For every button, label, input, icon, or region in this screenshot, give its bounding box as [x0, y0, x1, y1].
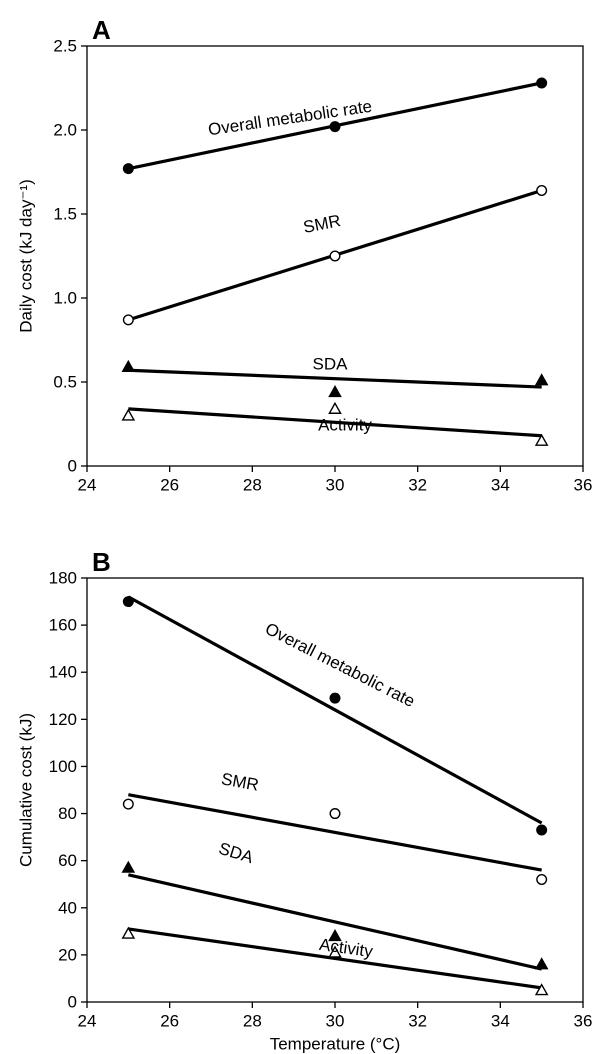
x-tick-label: 28 [243, 476, 262, 495]
sda-point [121, 359, 136, 372]
y-tick-label: 100 [49, 757, 77, 776]
activity-point [121, 926, 136, 939]
y-axis-title: Daily cost (kJ day⁻¹) [17, 179, 36, 333]
smr-point [536, 874, 548, 886]
y-tick-label: 140 [49, 663, 77, 682]
x-tick-label: 24 [78, 476, 97, 495]
x-tick-label: 26 [160, 1012, 179, 1031]
smr-point [329, 250, 341, 262]
y-tick-label: 80 [58, 804, 77, 823]
y-tick-label: 180 [49, 569, 77, 588]
activity-point [328, 401, 342, 414]
y-tick-label: 0.5 [53, 373, 77, 392]
smr-point [122, 798, 134, 810]
sda-series-label: SDA [217, 839, 257, 868]
overall-metabolic-rate-point [122, 596, 134, 608]
smr-point [122, 314, 134, 326]
y-tick-label: 1.0 [53, 289, 77, 308]
x-tick-label: 26 [160, 476, 179, 495]
x-axis-title: Temperature (°C) [270, 1035, 401, 1054]
panel-b: B 24 26 28 30 32 34 36 0 20 40 60 80 100 120 140 160 180 C… [17, 547, 593, 1054]
y-tick-label: 2.0 [53, 121, 77, 140]
smr-fit-line [128, 793, 542, 872]
y-tick-label: 1.5 [53, 205, 77, 224]
overall-metabolic-rate-series-label: Overall metabolic rate [207, 97, 373, 140]
sda-point [328, 929, 342, 942]
overall-metabolic-rate-point [329, 121, 341, 133]
activity-point [534, 983, 549, 996]
smr-series-label: SMR [220, 769, 261, 794]
y-tick-label: 0 [68, 993, 77, 1012]
activity-point [534, 433, 549, 446]
x-tick-label: 32 [408, 1012, 427, 1031]
y-tick-label: 60 [58, 851, 77, 870]
activity-series-label: Activity [318, 416, 372, 435]
overall-metabolic-rate-point [536, 77, 548, 89]
x-tick-label: 30 [326, 1012, 345, 1031]
sda-point [121, 860, 136, 873]
activity-fit-line [128, 927, 542, 990]
y-tick-label: 0 [68, 457, 77, 476]
overall-metabolic-rate-point [536, 824, 548, 836]
overall-metabolic-rate-point [329, 692, 341, 704]
panel-letter: A [92, 15, 111, 45]
panel-letter: B [92, 547, 111, 577]
smr-point [329, 808, 341, 820]
activity-point [328, 945, 342, 958]
x-tick-label: 36 [574, 476, 593, 495]
y-tick-label: 160 [49, 616, 77, 635]
sda-point [328, 385, 342, 398]
x-tick-label: 24 [78, 1012, 97, 1031]
sda-fit-line [127, 873, 543, 971]
x-tick-label: 34 [491, 1012, 510, 1031]
panel-a: A 24 26 28 30 32 34 36 0 0.5 1.0 1.5 2.0 2.5 Daily cos… [17, 15, 593, 495]
smr-point [536, 184, 548, 196]
x-tick-label: 34 [491, 476, 510, 495]
x-tick-label: 30 [326, 476, 345, 495]
overall-metabolic-rate-fit-line [127, 595, 543, 825]
overall-metabolic-rate-point [122, 163, 134, 175]
sda-fit-line [128, 368, 542, 389]
sda-point [534, 373, 549, 386]
activity-fit-line [128, 407, 542, 438]
y-tick-label: 2.5 [53, 37, 77, 56]
y-axis-title: Cumulative cost (kJ) [17, 713, 36, 867]
x-tick-label: 36 [574, 1012, 593, 1031]
sda-point [534, 957, 549, 970]
sda-series-label: SDA [313, 355, 349, 374]
y-tick-label: 20 [58, 945, 77, 964]
activity-point [121, 408, 136, 421]
smr-series-label: SMR [302, 211, 343, 237]
x-tick-label: 32 [408, 476, 427, 495]
y-tick-label: 120 [49, 710, 77, 729]
x-tick-label: 28 [243, 1012, 262, 1031]
y-tick-label: 40 [58, 898, 77, 917]
